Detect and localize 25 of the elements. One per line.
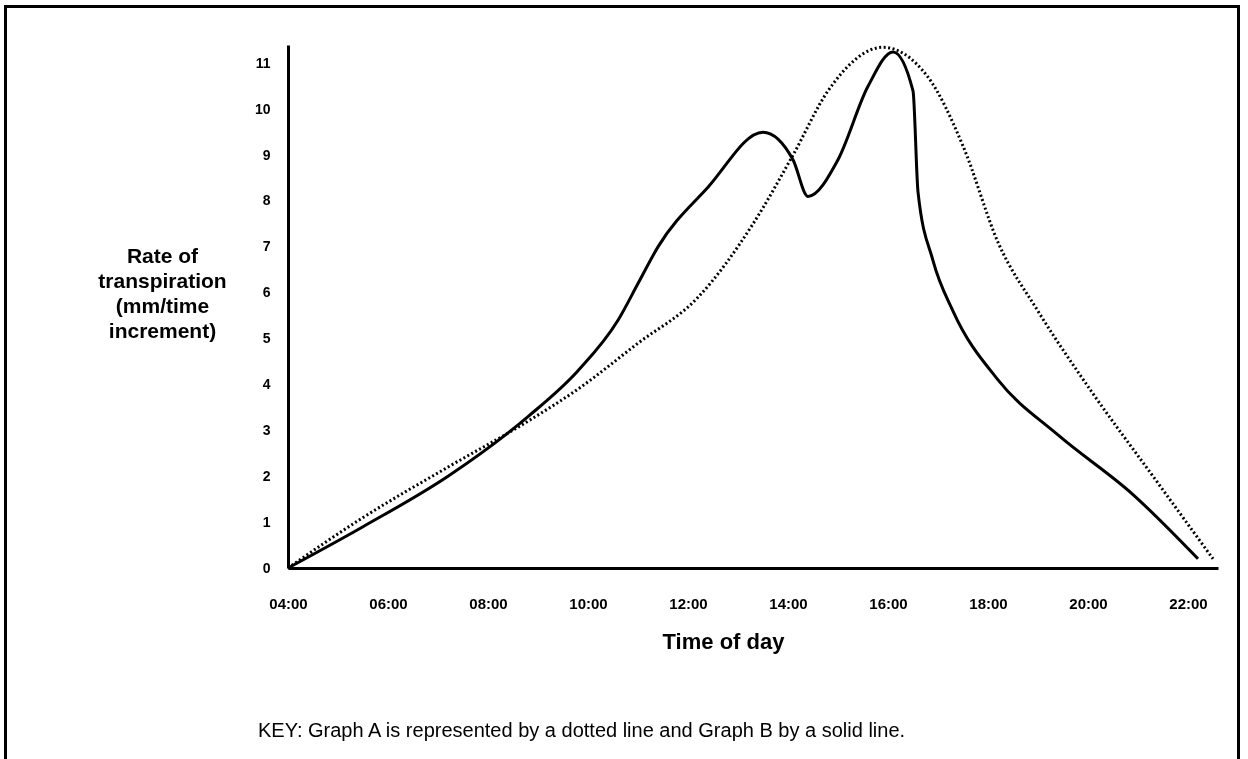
y-tick-label: 3 [262,421,271,438]
x-tick-label: 10:00 [569,594,608,612]
x-tick-label: 08:00 [469,594,508,612]
y-tick-label: 0 [262,559,271,576]
x-tick-label: 14:00 [769,594,808,612]
x-tick-label: 18:00 [969,594,1008,612]
y-axis-title: Rate of transpiration (mm/time increment) [98,243,227,342]
y-tick-label: 4 [262,375,271,392]
y-tick-label: 1 [262,513,271,530]
x-tick-label: 16:00 [869,594,908,612]
y-tick-label: 9 [262,146,271,163]
y-tick-label: 7 [262,238,271,255]
text: KEY: Graph A is represented by a dotted line and Graph B by a solid line. [258,718,907,743]
y-tick-label: 11 [255,54,271,71]
x-tick-label: 12:00 [669,594,708,612]
x-tick-label: 20:00 [1069,594,1108,612]
x-tick-label: 22:00 [1169,594,1208,612]
x-tick-label: 06:00 [369,594,408,612]
y-tick-label: 10 [254,100,271,117]
x-tick-label: 04:00 [269,594,308,612]
y-tick-label: 6 [262,284,271,301]
y-tick-label: 8 [262,192,271,209]
y-tick-label: 5 [262,330,271,347]
y-tick-label: 2 [262,467,271,484]
x-axis-title: Time of day [662,628,786,654]
